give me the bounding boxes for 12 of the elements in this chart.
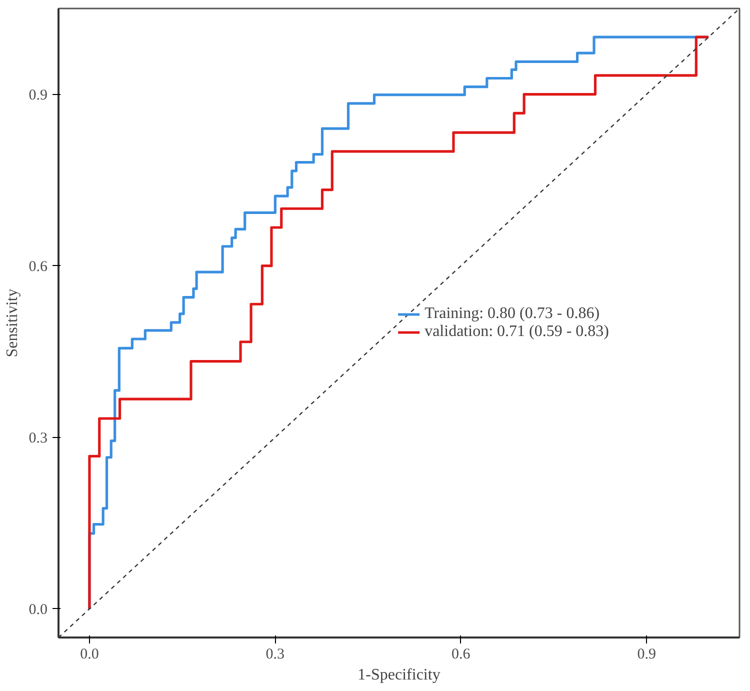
x-tick-label: 0.6 <box>452 646 471 662</box>
y-tick-label: 0.9 <box>28 87 48 104</box>
legend-label: validation: 0.71 (0.59 - 0.83) <box>424 322 609 340</box>
legend-label: Training: 0.80 (0.73 - 0.86) <box>424 304 600 322</box>
y-tick-label: 0.6 <box>28 258 48 275</box>
y-tick-label: 0.3 <box>28 430 48 446</box>
x-axis-title: 1-Specificity <box>358 666 440 684</box>
x-tick-label: 0.3 <box>266 646 285 662</box>
x-tick-label: 0.9 <box>637 646 656 662</box>
x-tick-label: 0.0 <box>80 646 99 662</box>
y-axis-title: Sensitivity <box>4 288 21 358</box>
y-tick-label: 0.0 <box>28 602 48 618</box>
